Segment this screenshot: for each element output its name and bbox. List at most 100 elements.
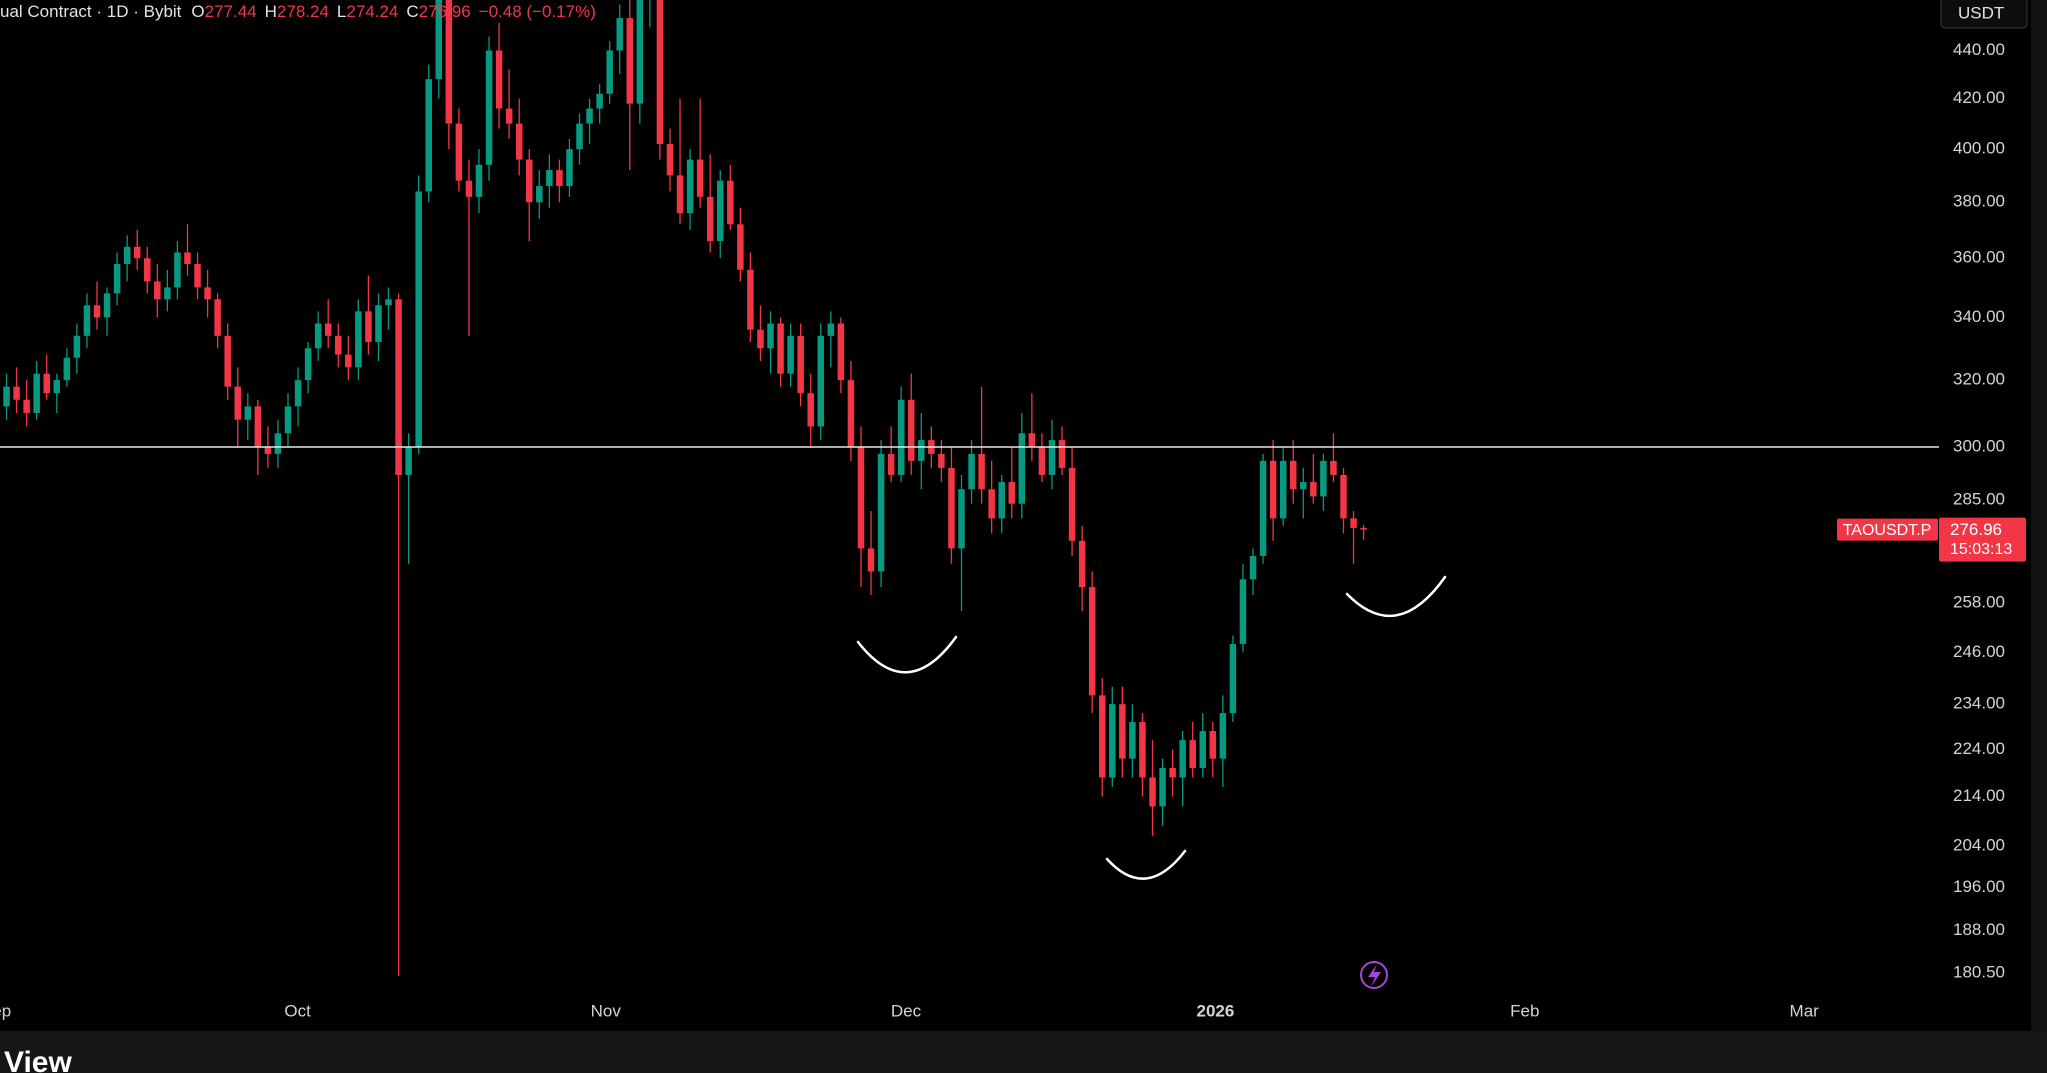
- candle-body: [837, 323, 845, 381]
- price-tag-bg: [1939, 517, 2026, 562]
- candle-body: [727, 180, 734, 225]
- candle-body: [536, 186, 543, 203]
- candle-body: [907, 399, 915, 461]
- x-tick-label: Dec: [891, 1001, 922, 1020]
- candle-body: [616, 18, 623, 51]
- y-tick-label: 204.00: [1953, 836, 2005, 855]
- y-tick-label: 196.00: [1953, 877, 2005, 896]
- candle-body: [264, 446, 272, 454]
- y-tick-label: 258.00: [1953, 593, 2005, 612]
- candle-body: [505, 108, 513, 124]
- candle-body: [1159, 768, 1166, 807]
- candle-body: [857, 446, 865, 549]
- y-tick-label: 234.00: [1953, 694, 2005, 713]
- ohlc-label: C: [406, 2, 419, 21]
- candle-body: [546, 170, 553, 187]
- candle-body: [73, 335, 81, 358]
- ohlc-label: L: [336, 2, 347, 21]
- ohlc-label: H: [264, 2, 277, 21]
- candle-body: [435, 0, 443, 80]
- candle-body: [767, 323, 774, 349]
- candle-body: [204, 287, 211, 300]
- y-tick-label: 180.50: [1953, 962, 2005, 981]
- candle-body: [1269, 460, 1277, 519]
- candle-body: [234, 386, 241, 420]
- candle-body: [113, 263, 121, 294]
- candle-body: [787, 335, 794, 374]
- candle-body: [1300, 482, 1307, 490]
- candle-body: [1219, 713, 1227, 759]
- candle-body: [53, 380, 61, 394]
- candle-body: [948, 467, 955, 549]
- y-tick-label: 188.00: [1953, 920, 2005, 939]
- x-tick-label: Nov: [591, 1001, 622, 1020]
- candle-body: [3, 386, 10, 407]
- legend-header: ual Contract · 1D · Bybit O277.44 H278.24 L…: [0, 2, 604, 22]
- y-tick-label: 440.00: [1953, 40, 2005, 59]
- candle-body: [1129, 721, 1136, 759]
- candle-body: [988, 489, 995, 519]
- candle-body: [556, 170, 563, 187]
- candle-body: [606, 50, 613, 94]
- candle-body: [1249, 556, 1257, 580]
- candle-body: [1179, 740, 1186, 778]
- candle-body: [757, 329, 764, 349]
- currency-button[interactable]: USDT: [1940, 0, 2028, 29]
- candle-body: [887, 453, 895, 475]
- candle-body: [1310, 482, 1317, 497]
- candle-body: [13, 386, 20, 400]
- candle-body: [1229, 644, 1237, 714]
- scroll-strip: [2031, 0, 2047, 1031]
- y-tick-label: 380.00: [1953, 192, 2005, 211]
- candle-body: [33, 373, 40, 414]
- price-tag: 276.96: [1950, 520, 2002, 539]
- symbol-title: ual Contract · 1D · Bybit: [0, 2, 182, 21]
- candle-body: [324, 323, 332, 336]
- y-tick-label: 285.00: [1953, 490, 2005, 509]
- candle-body: [1018, 433, 1026, 504]
- candle-body: [244, 406, 252, 420]
- candle-body: [515, 123, 523, 160]
- candle-body: [877, 453, 885, 572]
- candle-body: [596, 93, 603, 109]
- candle-body: [1139, 721, 1146, 778]
- candle-body: [194, 263, 201, 288]
- candle-body: [224, 335, 231, 387]
- candle-body: [395, 299, 402, 475]
- y-tick-label: 214.00: [1953, 786, 2005, 805]
- candle-body: [656, 0, 664, 145]
- countdown: 15:03:13: [1950, 541, 2012, 558]
- candle-body: [485, 50, 493, 165]
- candle-body: [154, 281, 161, 300]
- candle-body: [415, 191, 422, 447]
- candle-body: [63, 357, 71, 381]
- ohlc-value: 276.96: [418, 2, 471, 21]
- candle-body: [1169, 768, 1176, 778]
- candle-body: [1068, 467, 1076, 541]
- price-change: −0.48 (−0.17%): [478, 2, 596, 21]
- candle-body: [164, 287, 171, 300]
- candle-body: [867, 548, 875, 572]
- candle-body: [706, 196, 714, 242]
- candle-body: [676, 175, 684, 214]
- candle-body: [817, 335, 825, 427]
- candle-body: [566, 149, 573, 187]
- candle-body: [1189, 740, 1196, 769]
- x-tick-label: 2026: [1197, 1001, 1235, 1020]
- candle-body: [737, 224, 744, 270]
- candle-body: [1199, 731, 1207, 769]
- y-tick-label: 300.00: [1953, 436, 2005, 455]
- candle-body: [304, 348, 312, 381]
- candle-body: [1119, 704, 1126, 759]
- candle-body: [133, 246, 141, 259]
- x-tick-label: Oct: [284, 1001, 311, 1020]
- lightning-icon[interactable]: [1360, 961, 1388, 989]
- candle-body: [1109, 704, 1116, 778]
- candle-body: [626, 18, 634, 104]
- candle-body: [174, 252, 181, 288]
- candle-body: [274, 433, 282, 454]
- candle-body: [345, 354, 352, 368]
- candle-body: [1340, 474, 1347, 519]
